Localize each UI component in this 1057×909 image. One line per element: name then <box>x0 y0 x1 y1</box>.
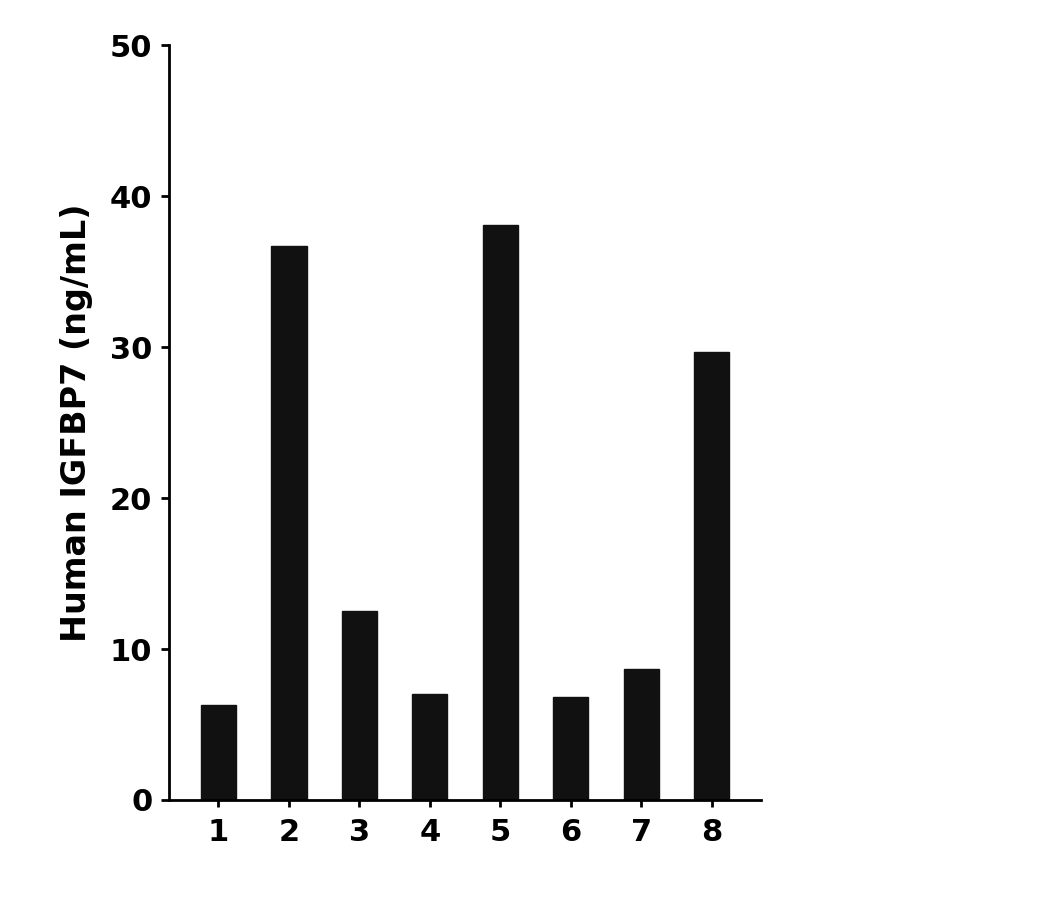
Bar <box>272 246 307 800</box>
Bar <box>412 694 447 800</box>
Bar <box>201 704 236 800</box>
Bar <box>483 225 518 800</box>
Bar <box>553 697 589 800</box>
Bar <box>341 612 377 800</box>
Bar <box>624 669 659 800</box>
Y-axis label: Human IGFBP7 (ng/mL): Human IGFBP7 (ng/mL) <box>60 204 93 642</box>
Bar <box>694 352 729 800</box>
